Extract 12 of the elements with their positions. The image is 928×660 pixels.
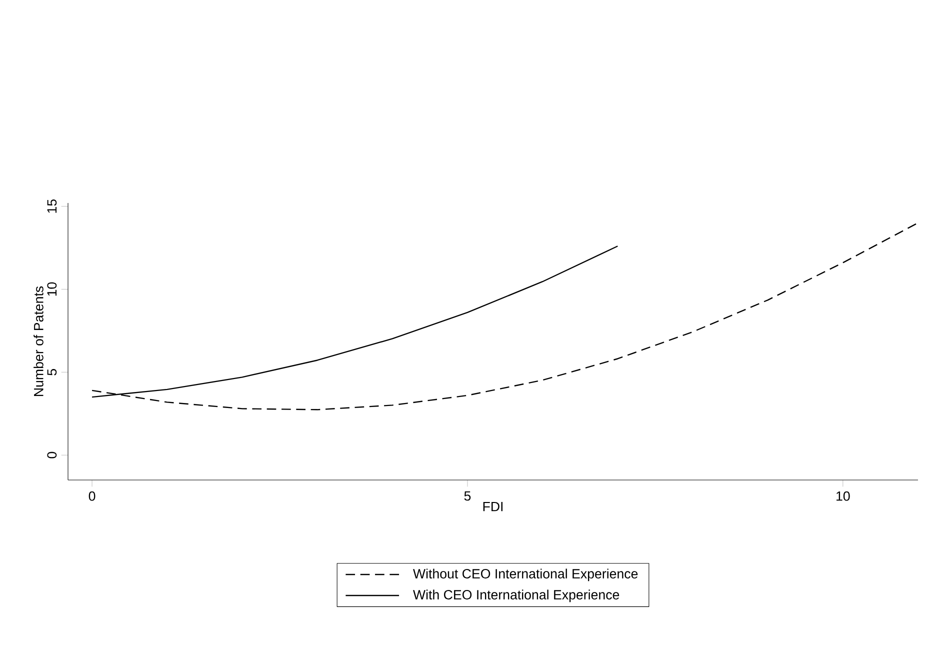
y-tick-label: 0 bbox=[47, 452, 57, 458]
y-tick-label: 10 bbox=[47, 282, 57, 296]
y-axis-title: Number of Patents bbox=[34, 286, 44, 396]
legend-label: Without CEO International Experience bbox=[413, 568, 638, 582]
x-tick-label: 10 bbox=[836, 491, 850, 501]
x-tick-label: 5 bbox=[464, 491, 471, 501]
x-tick-label: 0 bbox=[88, 491, 96, 501]
legend-label: With CEO International Experience bbox=[413, 590, 620, 602]
line-series bbox=[91, 222, 918, 410]
x-axis-title: FDI bbox=[483, 502, 503, 512]
y-tick-label: 5 bbox=[47, 369, 57, 376]
y-tick-label: 15 bbox=[47, 199, 57, 213]
